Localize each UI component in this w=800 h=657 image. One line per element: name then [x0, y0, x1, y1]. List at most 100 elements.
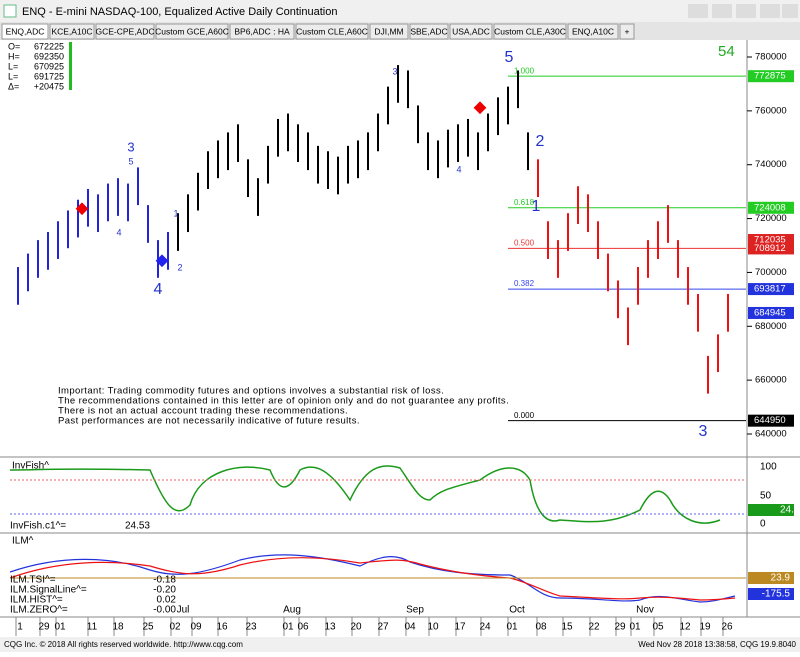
y-tick-label: 780000	[755, 52, 787, 63]
btn[interactable]	[736, 4, 756, 18]
price-box	[748, 242, 794, 255]
price-box-label: 684945	[754, 307, 786, 318]
date-label: 17	[454, 622, 466, 633]
readout-value: -0.18	[153, 575, 176, 586]
tab-label[interactable]: +	[625, 26, 630, 36]
tab-label[interactable]: BP6,ADC : HA	[234, 26, 290, 36]
date-label: 13	[324, 622, 336, 633]
status-bar	[0, 637, 800, 652]
btn[interactable]	[712, 4, 732, 18]
date-label: 02	[169, 622, 181, 633]
wave-label: 3	[699, 423, 708, 440]
readout-label: ILM.TSI^=	[10, 575, 56, 586]
btn[interactable]	[688, 4, 708, 18]
y-tick-label: 740000	[755, 159, 787, 170]
price-box	[748, 70, 794, 83]
month-label: Sep	[406, 605, 424, 616]
date-label: 10	[427, 622, 439, 633]
date-label: 01	[629, 622, 641, 633]
tab-label[interactable]: GCE-CPE,ADC	[95, 26, 154, 36]
fib-label: 1.000	[514, 66, 535, 75]
tab[interactable]	[619, 23, 635, 40]
ilm-signal	[9, 557, 736, 601]
tab-label[interactable]: SBE,ADC	[410, 26, 447, 36]
tab[interactable]	[449, 23, 493, 40]
bar-counter: 54	[718, 43, 735, 60]
readout-label: ILM.ZERO^=	[10, 605, 68, 616]
tab[interactable]	[155, 23, 229, 40]
tab-label[interactable]: DJI,MM	[374, 26, 403, 36]
value-box	[748, 504, 794, 516]
window-title: ENQ - E-mini NASDAQ-100, Equalized Activ…	[22, 6, 337, 18]
price-box	[748, 201, 794, 214]
tab-label[interactable]: ENQ,A10C	[572, 26, 614, 36]
date-label: 11	[87, 622, 98, 633]
readout-value: -0.20	[153, 585, 176, 596]
price-box-label: 644950	[754, 415, 786, 426]
panel-title: ILM^	[12, 536, 34, 547]
btn[interactable]	[760, 4, 780, 18]
title-bar	[0, 0, 800, 22]
window-buttons[interactable]	[688, 4, 798, 18]
month-label: Oct	[509, 605, 525, 616]
tab[interactable]	[409, 23, 449, 40]
readout-label: ILM.SignalLine^=	[10, 585, 87, 596]
disclaimer-line: The recommendations contained in this le…	[58, 396, 509, 407]
tab[interactable]	[229, 23, 295, 40]
price-box-label: 772875	[754, 71, 786, 82]
wave-label: 2	[177, 262, 182, 272]
y-tick-label: 700000	[755, 267, 787, 278]
wave-label: 1	[173, 208, 178, 218]
tab[interactable]	[49, 23, 95, 40]
price-box-label: 724008	[754, 202, 786, 213]
tab-label[interactable]: KCE,A10C	[51, 26, 92, 36]
price-box-label: 708912	[754, 243, 786, 254]
fib-label: 0.382	[514, 279, 535, 288]
y-tick-label: 760000	[755, 105, 787, 116]
wave-label: 3	[392, 66, 397, 76]
btn[interactable]	[782, 4, 798, 18]
app-icon	[3, 4, 17, 18]
tab-label[interactable]: USA,ADC	[452, 26, 490, 36]
tab-label[interactable]: Custom CLE,A60C	[296, 26, 368, 36]
price-box-label: 693817	[754, 284, 786, 295]
readout-value: -0.00	[153, 605, 176, 616]
date-label: 20	[350, 622, 362, 633]
tab[interactable]	[1, 23, 49, 40]
date-label: 16	[216, 622, 228, 633]
signal-diamond	[155, 254, 169, 268]
footer-right: Wed Nov 28 2018 13:38:58, CQG 19.9.8040	[638, 640, 796, 649]
wave-label: 4	[456, 164, 461, 174]
tab-label[interactable]: Custom GCE,A60C	[155, 26, 229, 36]
date-label: 15	[561, 622, 573, 633]
wave-label: 5	[505, 49, 514, 66]
footer-left: CQG Inc. © 2018 All rights reserved worl…	[4, 640, 243, 649]
axis-label: 0	[760, 519, 766, 530]
readout-label: InvFish.c1^=	[10, 521, 66, 532]
tab[interactable]	[295, 23, 369, 40]
date-label: 01	[282, 622, 294, 633]
tab[interactable]	[493, 23, 567, 40]
tab[interactable]	[95, 23, 155, 40]
tab-label[interactable]: ENQ,ADC	[6, 26, 45, 36]
date-label: 01	[506, 622, 518, 633]
readout-value: 672225	[34, 41, 64, 51]
price-box	[748, 414, 794, 427]
readout-key: L=	[8, 71, 18, 81]
value-box-label: 24.5	[780, 505, 800, 516]
date-label: 09	[190, 622, 202, 633]
tab[interactable]	[369, 23, 409, 40]
chart-area	[0, 40, 800, 637]
tab[interactable]	[567, 23, 619, 40]
y-tick-label: 660000	[755, 375, 787, 386]
wave-label: 1	[532, 198, 541, 215]
value-box	[748, 572, 794, 584]
readout-value: 691725	[34, 71, 64, 81]
readout-key: H=	[8, 51, 20, 61]
date-label: 05	[652, 622, 664, 633]
date-label: 23	[245, 622, 257, 633]
wave-label: 2	[536, 133, 545, 150]
readout-value: +20475	[34, 81, 64, 91]
tab-label[interactable]: Custom CLE,A30C	[494, 26, 566, 36]
readout-bar	[69, 42, 72, 90]
